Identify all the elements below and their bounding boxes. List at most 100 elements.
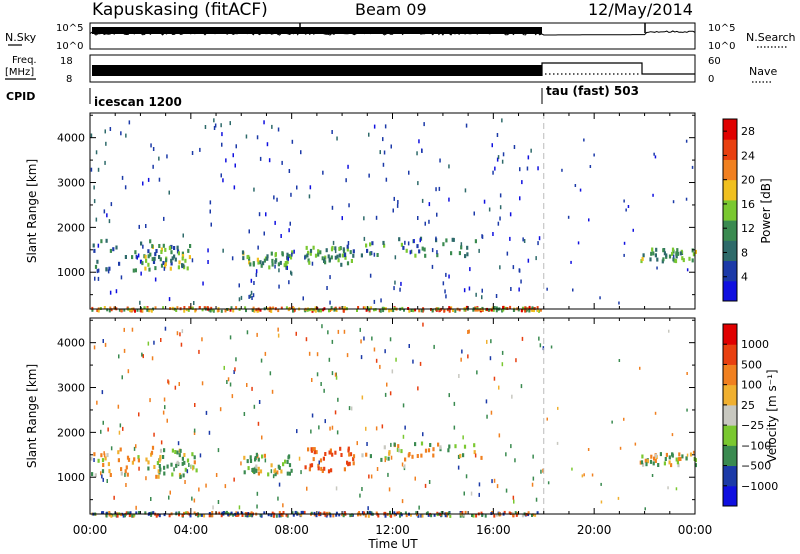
ground-cell	[122, 514, 125, 518]
ground-cell	[178, 511, 181, 515]
data-cell	[352, 461, 355, 466]
noise-cell	[341, 216, 343, 221]
noise-cell	[623, 241, 626, 245]
ground-cell	[389, 510, 391, 514]
noise-cell	[154, 277, 157, 282]
ground-cell	[539, 308, 542, 312]
data-cell	[334, 246, 337, 251]
noise-cell	[145, 476, 147, 481]
data-cell	[181, 254, 185, 258]
noise-cell	[685, 139, 688, 143]
colorbar-segment	[723, 280, 737, 302]
ground-cell	[342, 309, 345, 313]
noise-cell	[128, 120, 131, 125]
noise-cell	[335, 486, 338, 491]
noise-cell	[316, 372, 319, 377]
data-cell	[147, 262, 150, 267]
data-cell	[338, 246, 341, 251]
noise-cell	[404, 425, 406, 430]
data-cell	[274, 472, 277, 477]
data-cell	[181, 263, 184, 268]
ground-cell	[227, 513, 230, 517]
data-cell	[313, 450, 316, 455]
noise-cell	[462, 435, 464, 440]
data-cell	[282, 462, 285, 467]
noise-cell	[273, 195, 275, 200]
ground-cell	[367, 306, 370, 310]
data-cell	[179, 474, 182, 479]
data-cell	[132, 268, 135, 273]
data-cell	[263, 453, 266, 458]
ground-cell	[211, 511, 214, 514]
data-cell	[112, 247, 115, 252]
noise-cell	[163, 266, 166, 271]
noise-cell	[198, 349, 200, 354]
noise-cell	[246, 383, 248, 387]
noise-cell	[583, 138, 585, 142]
data-cell	[117, 450, 120, 455]
data-cell	[126, 472, 129, 477]
noise-cell	[625, 208, 627, 212]
noise-cell	[318, 425, 320, 430]
colorbar-segment	[723, 260, 737, 282]
noise-cell	[463, 288, 466, 293]
ground-cell	[495, 309, 498, 313]
noise-cell	[470, 491, 473, 496]
noise-cell	[298, 456, 301, 461]
data-cell	[688, 256, 691, 261]
ground-cell	[133, 513, 136, 517]
colorbar-tick-label: 12	[741, 222, 755, 235]
noise-cell	[290, 192, 292, 197]
ground-cell	[396, 511, 399, 515]
noise-cell	[498, 433, 501, 438]
ground-cell	[210, 306, 213, 310]
data-cell	[255, 452, 258, 457]
noise-cell	[287, 256, 289, 261]
data-cell	[153, 465, 156, 469]
ground-cell	[120, 308, 123, 312]
noise-cell	[277, 333, 280, 338]
data-cell	[640, 259, 643, 264]
ground-cell	[296, 511, 299, 515]
noise-cell	[428, 219, 430, 224]
ground-cell	[143, 306, 146, 310]
ground-cell	[113, 306, 116, 310]
noise-cell	[639, 366, 641, 370]
noise-cell	[97, 268, 100, 273]
data-cell	[652, 251, 655, 256]
ground-cell	[270, 309, 273, 313]
ground-cell	[459, 514, 462, 518]
noise-cell	[193, 498, 196, 503]
noise-cell	[457, 465, 460, 470]
noise-cell	[261, 435, 263, 440]
ground-cell	[308, 308, 311, 312]
ground-cell	[141, 308, 144, 312]
noise-cell	[409, 250, 412, 255]
ground-cell	[292, 306, 295, 310]
noise-cell	[492, 170, 494, 175]
noise-cell	[198, 487, 200, 492]
data-cell	[474, 239, 477, 244]
noise-cell	[600, 500, 603, 504]
data-cell	[257, 260, 260, 265]
data-cell	[144, 254, 147, 259]
noise-cell	[407, 241, 410, 246]
noise-cell	[400, 281, 402, 286]
noise-cell	[179, 332, 181, 337]
data-cell	[343, 253, 346, 258]
noise-cell	[251, 296, 253, 300]
noise-cell	[376, 467, 379, 471]
noise-cell	[495, 294, 498, 298]
noise-cell	[266, 142, 269, 147]
ground-cell	[427, 513, 430, 517]
freq-label: Freq.	[12, 55, 37, 66]
noise-cell	[253, 187, 255, 192]
noise-cell	[332, 240, 335, 245]
noise-cell	[125, 133, 127, 138]
data-cell	[662, 257, 665, 262]
data-cell	[163, 448, 166, 453]
data-cell	[308, 467, 311, 472]
noise-cell	[320, 382, 322, 386]
data-cell	[661, 259, 664, 264]
noise-cell	[271, 389, 274, 394]
